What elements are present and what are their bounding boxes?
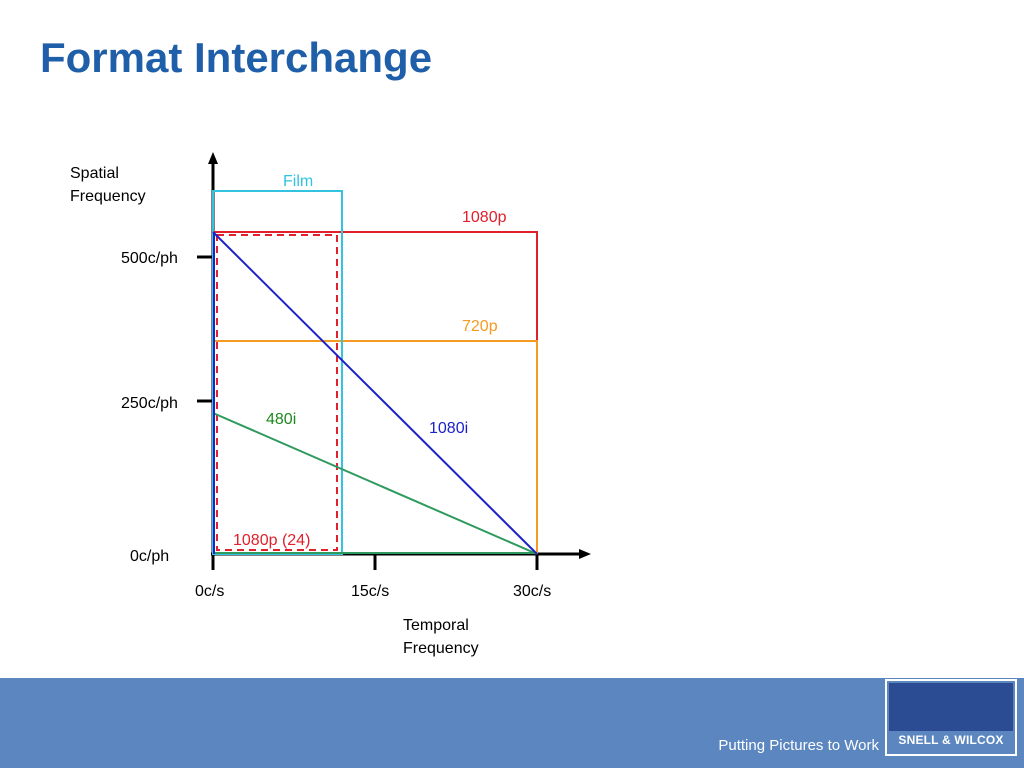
label-film: Film — [283, 173, 313, 190]
footer-bar — [0, 678, 1024, 768]
label-1080p-24: 1080p (24) — [233, 532, 310, 549]
x-axis-title-line2: Frequency — [403, 640, 479, 657]
logo-square — [889, 683, 1013, 731]
x-tick-label-15: 15c/s — [351, 583, 389, 600]
label-480i: 480i — [266, 411, 296, 428]
label-1080i: 1080i — [429, 420, 468, 437]
region-1080i-diagonal — [212, 231, 538, 555]
slide-title: Format Interchange — [40, 34, 433, 81]
region-480i — [212, 412, 538, 555]
logo-text: SNELL & WILCOX — [898, 733, 1004, 747]
label-720p: 720p — [462, 318, 498, 335]
x-tick-label-0: 0c/s — [195, 583, 224, 600]
y-axis-arrow — [208, 152, 218, 164]
y-axis-title-line2: Frequency — [70, 188, 146, 205]
region-film — [212, 190, 343, 555]
region-1080p-24 — [216, 234, 338, 551]
label-1080p-24-bg — [229, 527, 330, 549]
x-tick-label-30: 30c/s — [513, 583, 551, 600]
y-tick-label-250: 250c/ph — [121, 395, 178, 412]
region-720p — [213, 340, 538, 554]
y-axis-title-line1: Spatial — [70, 165, 119, 182]
format-diagram: Film 1080p 720p 480i 1080i 1080p (24) 50… — [70, 152, 591, 657]
footer-tagline: Putting Pictures to Work — [718, 737, 879, 754]
y-tick-label-0: 0c/ph — [130, 548, 169, 565]
x-axis-title-line1: Temporal — [403, 617, 469, 634]
region-1080p — [213, 231, 538, 341]
label-1080p: 1080p — [462, 209, 507, 226]
company-logo — [885, 679, 1017, 756]
y-tick-label-500: 500c/ph — [121, 250, 178, 267]
x-axis-arrow — [579, 549, 591, 559]
